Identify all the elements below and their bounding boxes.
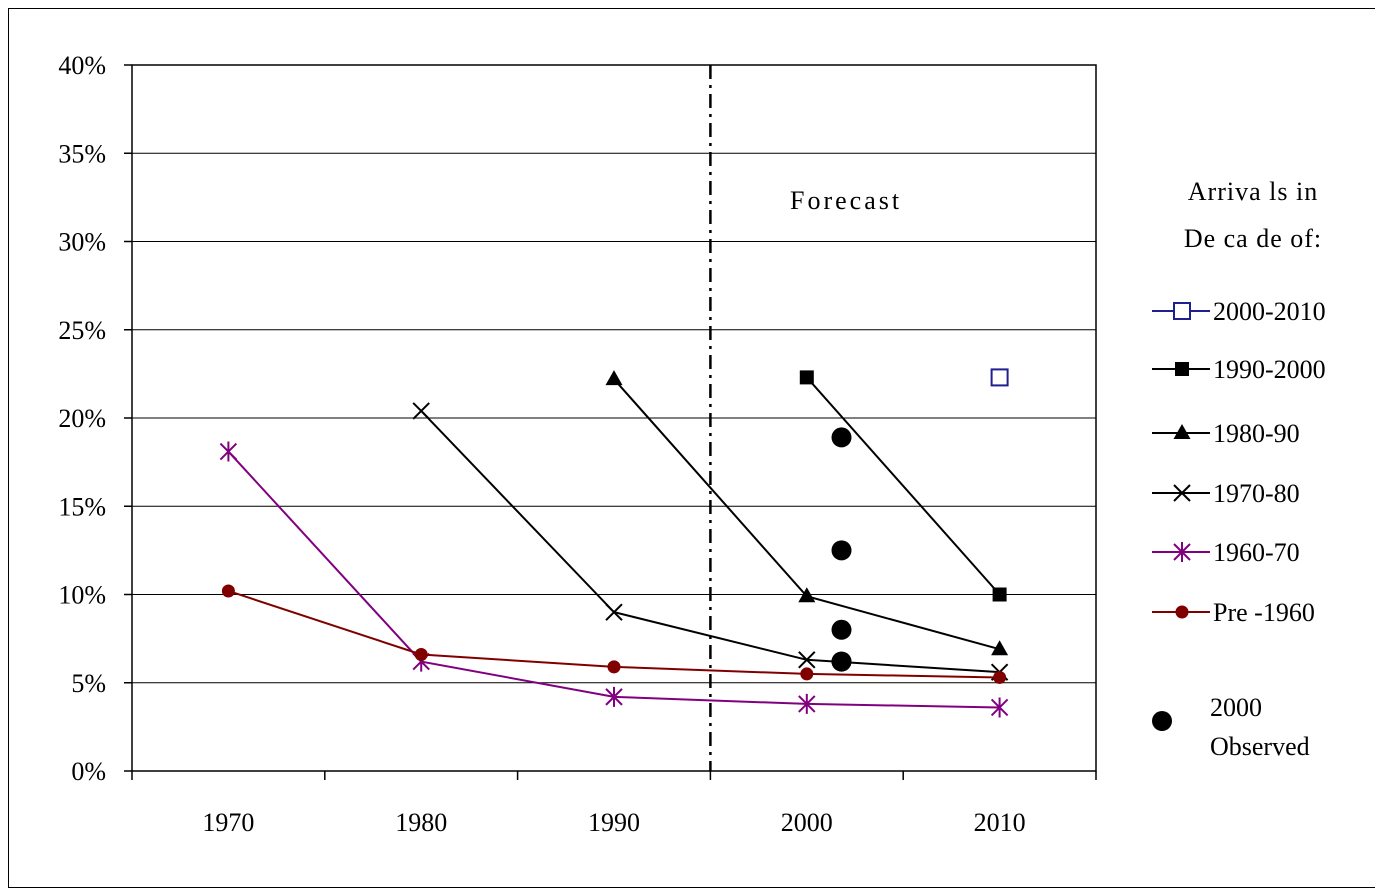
series-2000-2010 (990, 368, 1009, 387)
legend-label: Observed (1210, 732, 1310, 761)
legend-marker (1173, 484, 1191, 502)
legend-label: 1960-70 (1213, 538, 1300, 567)
series-line (420, 410, 1000, 674)
data-point (800, 667, 814, 681)
series-layer (219, 368, 1009, 718)
series-line (613, 378, 1000, 651)
legend: Arriva ls in De ca de of: 2000-2010 1990-… (1152, 177, 1326, 761)
series-1960-70 (219, 441, 1009, 718)
data-point (605, 686, 623, 707)
series-1990-2000 (799, 370, 1007, 602)
y-tick-label: 30% (58, 228, 106, 257)
legend-marker (1173, 302, 1191, 320)
data-point (992, 587, 1007, 602)
x-tick-label: 2000 (781, 808, 833, 837)
series-1970-80 (412, 402, 1009, 681)
y-tick-label: 0% (71, 757, 106, 786)
legend-label: Pre -1960 (1213, 598, 1315, 627)
y-tick-label: 5% (71, 669, 106, 698)
y-tick-label: 25% (58, 316, 106, 345)
data-point (993, 670, 1007, 684)
data-point (414, 648, 428, 662)
series-2000-observed (831, 427, 852, 672)
legend-marker (1175, 362, 1189, 376)
grid-lines (132, 152, 1096, 684)
y-tick-label: 15% (58, 492, 106, 521)
legend-item: 1980-90 (1152, 419, 1300, 448)
data-point (412, 402, 430, 420)
legend-item: 2000 Observed (1152, 693, 1310, 761)
legend-label: 1970-80 (1213, 479, 1300, 508)
y-tick-label: 20% (58, 404, 106, 433)
y-tick-label: 35% (58, 139, 106, 168)
x-tick-label: 1990 (588, 808, 640, 837)
x-axis: 1970 1980 1990 2000 2010 (131, 771, 1097, 837)
data-point (219, 441, 238, 462)
legend-title-line1: Arriva ls in (1188, 177, 1318, 206)
data-point (799, 370, 814, 385)
legend-marker (1173, 424, 1191, 439)
x-tick-label: 1980 (395, 808, 447, 837)
forecast-label: Forecast (790, 186, 902, 215)
legend-title-line2: De ca de of: (1184, 224, 1322, 253)
data-point (990, 368, 1009, 387)
legend-marker (1173, 542, 1191, 562)
observed-point (831, 651, 852, 672)
legend-marker (1152, 711, 1172, 731)
x-tick-label: 1970 (202, 808, 254, 837)
y-tick-label: 10% (58, 581, 106, 610)
legend-label: 2000 (1210, 693, 1262, 722)
data-point (605, 370, 623, 386)
observed-point (831, 427, 852, 448)
series-line (806, 376, 1001, 596)
observed-point (831, 540, 852, 561)
legend-item: 2000-2010 (1152, 297, 1326, 326)
x-tick-label: 2010 (974, 808, 1026, 837)
legend-label: 2000-2010 (1213, 297, 1326, 326)
data-point (991, 640, 1009, 656)
y-tick-label: 40% (58, 51, 106, 80)
legend-marker (1175, 605, 1189, 619)
data-point (798, 693, 816, 714)
observed-point (831, 619, 852, 640)
data-point (221, 584, 235, 598)
legend-item: Pre -1960 (1152, 598, 1315, 627)
legend-label: 1980-90 (1213, 419, 1300, 448)
data-point (607, 660, 621, 674)
y-axis: 0% 5% 10% 15% 20% 25% 30% 35% 40% (58, 51, 132, 786)
legend-item: 1970-80 (1152, 479, 1300, 508)
data-point (798, 651, 816, 669)
series-1980-90 (605, 370, 1009, 656)
data-point (605, 603, 623, 621)
data-point (798, 587, 816, 603)
legend-label: 1990-2000 (1213, 355, 1326, 384)
legend-item: 1990-2000 (1152, 355, 1326, 384)
legend-item: 1960-70 (1152, 538, 1300, 567)
data-point (990, 697, 1009, 718)
series-pre-1960 (221, 584, 1007, 684)
